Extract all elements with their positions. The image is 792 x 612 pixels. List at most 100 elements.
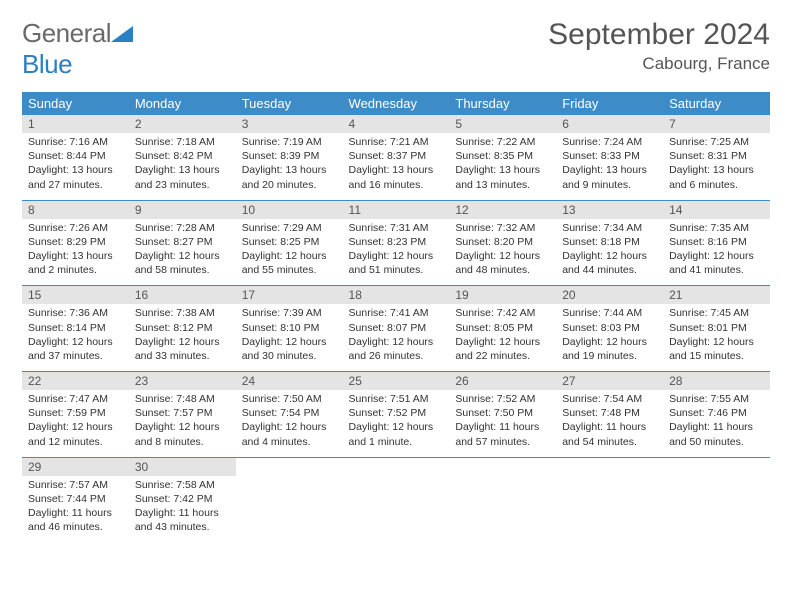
day-number: 15 (22, 286, 129, 304)
sunset-line: Sunset: 8:14 PM (28, 321, 123, 335)
day-body: Sunrise: 7:28 AMSunset: 8:27 PMDaylight:… (129, 219, 236, 286)
day-body: Sunrise: 7:25 AMSunset: 8:31 PMDaylight:… (663, 133, 770, 200)
sunrise-line: Sunrise: 7:41 AM (349, 306, 444, 320)
calendar-cell: 24Sunrise: 7:50 AMSunset: 7:54 PMDayligh… (236, 372, 343, 458)
sunset-line: Sunset: 8:16 PM (669, 235, 764, 249)
calendar-cell: 1Sunrise: 7:16 AMSunset: 8:44 PMDaylight… (22, 115, 129, 200)
calendar-week-row: 15Sunrise: 7:36 AMSunset: 8:14 PMDayligh… (22, 286, 770, 372)
daylight-line: Daylight: 12 hours and 15 minutes. (669, 335, 764, 363)
logo-text: GeneralBlue (22, 18, 133, 80)
daylight-line: Daylight: 12 hours and 41 minutes. (669, 249, 764, 277)
day-number: 29 (22, 458, 129, 476)
day-header: Sunday (22, 92, 129, 115)
day-header: Wednesday (343, 92, 450, 115)
calendar-cell: 12Sunrise: 7:32 AMSunset: 8:20 PMDayligh… (449, 200, 556, 286)
calendar-cell: 2Sunrise: 7:18 AMSunset: 8:42 PMDaylight… (129, 115, 236, 200)
daylight-line: Daylight: 12 hours and 4 minutes. (242, 420, 337, 448)
sunset-line: Sunset: 7:59 PM (28, 406, 123, 420)
daylight-line: Daylight: 12 hours and 48 minutes. (455, 249, 550, 277)
day-body: Sunrise: 7:16 AMSunset: 8:44 PMDaylight:… (22, 133, 129, 200)
daylight-line: Daylight: 13 hours and 20 minutes. (242, 163, 337, 191)
calendar-cell: 16Sunrise: 7:38 AMSunset: 8:12 PMDayligh… (129, 286, 236, 372)
day-number: 10 (236, 201, 343, 219)
daylight-line: Daylight: 12 hours and 8 minutes. (135, 420, 230, 448)
daylight-line: Daylight: 12 hours and 1 minute. (349, 420, 444, 448)
calendar-week-row: 29Sunrise: 7:57 AMSunset: 7:44 PMDayligh… (22, 457, 770, 542)
sunset-line: Sunset: 8:44 PM (28, 149, 123, 163)
daylight-line: Daylight: 12 hours and 44 minutes. (562, 249, 657, 277)
sunset-line: Sunset: 7:57 PM (135, 406, 230, 420)
sunset-line: Sunset: 8:12 PM (135, 321, 230, 335)
day-number: 3 (236, 115, 343, 133)
day-header: Monday (129, 92, 236, 115)
day-number: 26 (449, 372, 556, 390)
daylight-line: Daylight: 11 hours and 43 minutes. (135, 506, 230, 534)
calendar-cell: 19Sunrise: 7:42 AMSunset: 8:05 PMDayligh… (449, 286, 556, 372)
logo: GeneralBlue (22, 18, 133, 80)
daylight-line: Daylight: 13 hours and 9 minutes. (562, 163, 657, 191)
day-body: Sunrise: 7:31 AMSunset: 8:23 PMDaylight:… (343, 219, 450, 286)
sunrise-line: Sunrise: 7:19 AM (242, 135, 337, 149)
location: Cabourg, France (548, 54, 770, 74)
day-header: Tuesday (236, 92, 343, 115)
sunrise-line: Sunrise: 7:52 AM (455, 392, 550, 406)
sunset-line: Sunset: 7:54 PM (242, 406, 337, 420)
sunrise-line: Sunrise: 7:32 AM (455, 221, 550, 235)
calendar-week-row: 8Sunrise: 7:26 AMSunset: 8:29 PMDaylight… (22, 200, 770, 286)
sunrise-line: Sunrise: 7:42 AM (455, 306, 550, 320)
day-body: Sunrise: 7:18 AMSunset: 8:42 PMDaylight:… (129, 133, 236, 200)
day-body: Sunrise: 7:41 AMSunset: 8:07 PMDaylight:… (343, 304, 450, 371)
sunset-line: Sunset: 8:07 PM (349, 321, 444, 335)
sunset-line: Sunset: 8:05 PM (455, 321, 550, 335)
sunrise-line: Sunrise: 7:28 AM (135, 221, 230, 235)
daylight-line: Daylight: 11 hours and 50 minutes. (669, 420, 764, 448)
sunset-line: Sunset: 8:23 PM (349, 235, 444, 249)
sunrise-line: Sunrise: 7:21 AM (349, 135, 444, 149)
day-body: Sunrise: 7:54 AMSunset: 7:48 PMDaylight:… (556, 390, 663, 457)
calendar-week-row: 22Sunrise: 7:47 AMSunset: 7:59 PMDayligh… (22, 372, 770, 458)
sunrise-line: Sunrise: 7:45 AM (669, 306, 764, 320)
day-number: 1 (22, 115, 129, 133)
logo-triangle-icon (111, 24, 133, 42)
sunset-line: Sunset: 8:33 PM (562, 149, 657, 163)
day-number: 19 (449, 286, 556, 304)
daylight-line: Daylight: 12 hours and 37 minutes. (28, 335, 123, 363)
day-number: 11 (343, 201, 450, 219)
day-body: Sunrise: 7:58 AMSunset: 7:42 PMDaylight:… (129, 476, 236, 543)
sunrise-line: Sunrise: 7:48 AM (135, 392, 230, 406)
daylight-line: Daylight: 13 hours and 27 minutes. (28, 163, 123, 191)
sunset-line: Sunset: 8:10 PM (242, 321, 337, 335)
day-number: 28 (663, 372, 770, 390)
calendar-cell: 7Sunrise: 7:25 AMSunset: 8:31 PMDaylight… (663, 115, 770, 200)
sunset-line: Sunset: 7:50 PM (455, 406, 550, 420)
sunrise-line: Sunrise: 7:18 AM (135, 135, 230, 149)
calendar-cell (556, 457, 663, 542)
daylight-line: Daylight: 12 hours and 19 minutes. (562, 335, 657, 363)
header: GeneralBlue September 2024 Cabourg, Fran… (22, 18, 770, 80)
sunset-line: Sunset: 8:01 PM (669, 321, 764, 335)
sunset-line: Sunset: 8:25 PM (242, 235, 337, 249)
day-body: Sunrise: 7:22 AMSunset: 8:35 PMDaylight:… (449, 133, 556, 200)
calendar-week-row: 1Sunrise: 7:16 AMSunset: 8:44 PMDaylight… (22, 115, 770, 200)
day-body: Sunrise: 7:35 AMSunset: 8:16 PMDaylight:… (663, 219, 770, 286)
daylight-line: Daylight: 13 hours and 13 minutes. (455, 163, 550, 191)
sunrise-line: Sunrise: 7:38 AM (135, 306, 230, 320)
calendar-cell: 5Sunrise: 7:22 AMSunset: 8:35 PMDaylight… (449, 115, 556, 200)
day-number: 14 (663, 201, 770, 219)
sunrise-line: Sunrise: 7:22 AM (455, 135, 550, 149)
sunrise-line: Sunrise: 7:51 AM (349, 392, 444, 406)
sunrise-line: Sunrise: 7:24 AM (562, 135, 657, 149)
sunrise-line: Sunrise: 7:34 AM (562, 221, 657, 235)
sunset-line: Sunset: 8:35 PM (455, 149, 550, 163)
calendar-cell: 23Sunrise: 7:48 AMSunset: 7:57 PMDayligh… (129, 372, 236, 458)
sunset-line: Sunset: 8:03 PM (562, 321, 657, 335)
day-body: Sunrise: 7:26 AMSunset: 8:29 PMDaylight:… (22, 219, 129, 286)
day-number: 9 (129, 201, 236, 219)
day-body: Sunrise: 7:50 AMSunset: 7:54 PMDaylight:… (236, 390, 343, 457)
sunset-line: Sunset: 7:42 PM (135, 492, 230, 506)
calendar-cell: 10Sunrise: 7:29 AMSunset: 8:25 PMDayligh… (236, 200, 343, 286)
calendar-cell (236, 457, 343, 542)
sunset-line: Sunset: 7:46 PM (669, 406, 764, 420)
daylight-line: Daylight: 13 hours and 2 minutes. (28, 249, 123, 277)
sunrise-line: Sunrise: 7:57 AM (28, 478, 123, 492)
